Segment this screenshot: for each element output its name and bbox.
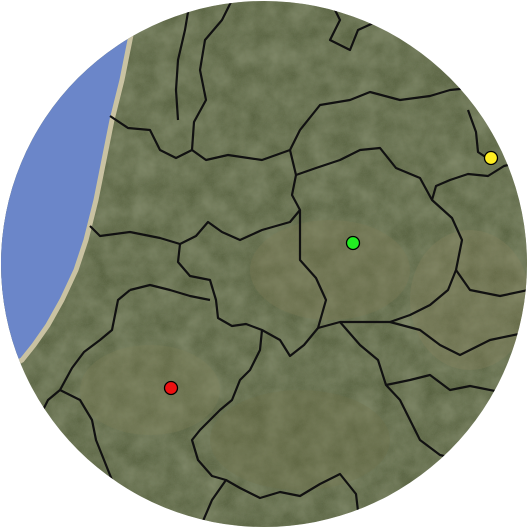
marker-green[interactable] (345, 235, 361, 251)
border-line (37, 289, 131, 421)
border-line (430, 158, 527, 201)
border-line (1, 408, 41, 422)
border-line (89, 149, 302, 246)
coastline (1, 1, 141, 375)
border-line (190, 329, 362, 527)
terrain-patch (210, 390, 390, 490)
marker-red[interactable] (163, 380, 179, 396)
border-line (129, 283, 211, 302)
border-line (198, 479, 227, 527)
border-line (190, 1, 482, 162)
border-line (176, 210, 328, 358)
border-line (389, 320, 527, 357)
border-line (466, 109, 491, 161)
border-line (295, 146, 464, 330)
terrain-patch (250, 220, 410, 320)
terrain-patch (410, 230, 527, 370)
border-line (174, 1, 192, 121)
border-line (59, 389, 114, 481)
border-line (109, 115, 193, 160)
marker-yellow[interactable] (483, 150, 499, 166)
border-line (385, 373, 501, 394)
border-line (455, 269, 527, 298)
terrain-patch (80, 345, 220, 435)
